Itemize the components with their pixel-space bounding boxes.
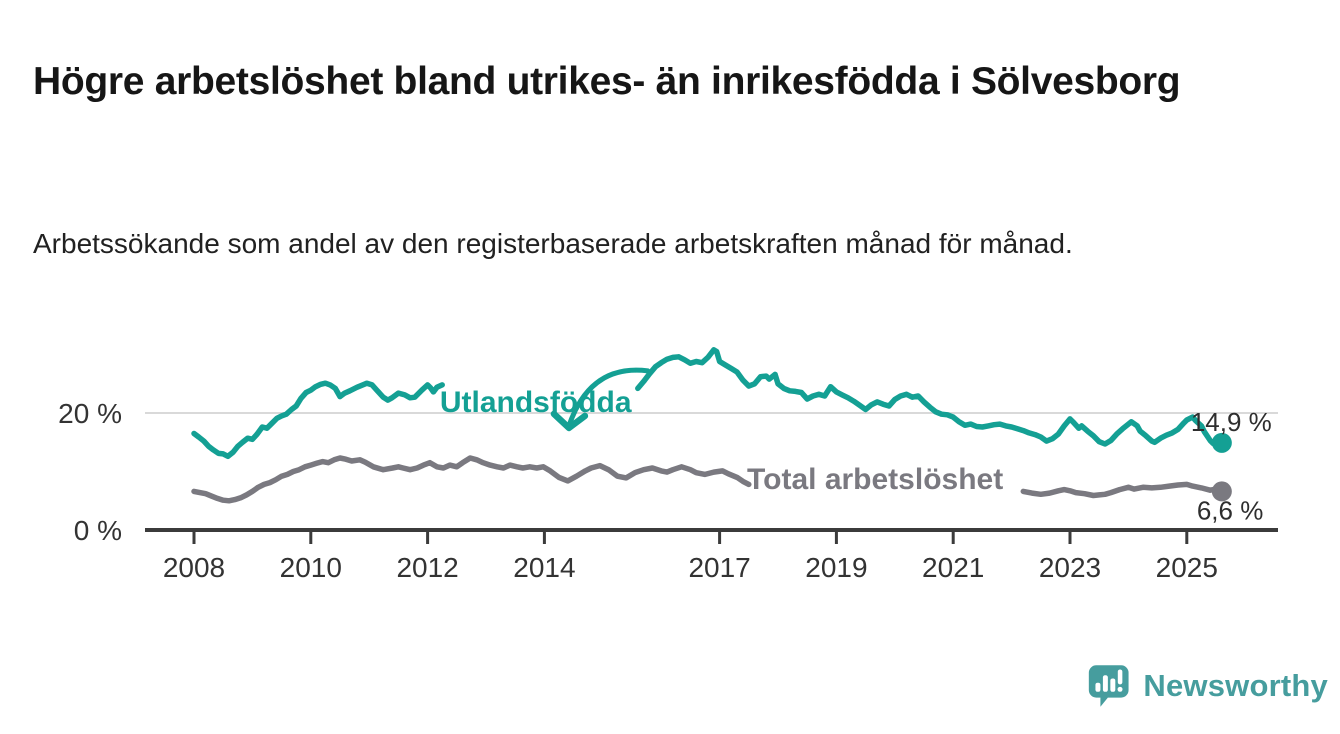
x-tick-label-2019: 2019	[805, 552, 867, 583]
x-tick-label-2021: 2021	[922, 552, 984, 583]
utlandsfodda-label-arrow	[566, 367, 651, 429]
y-axis-label-20: 20 %	[58, 398, 122, 429]
brand-name: Newsworthy	[1143, 668, 1328, 703]
x-tick-label-2012: 2012	[396, 552, 458, 583]
total-arbetsloshet-line-segment-1	[191, 455, 752, 504]
total-arbetsloshet-end-value-label: 6,6 %	[1197, 495, 1264, 525]
total-arbetsloshet-series-label: Total arbetslöshet	[747, 463, 1003, 496]
y-axis-label-0: 0 %	[74, 515, 122, 546]
newsworthy-speech-bubble-chart-icon	[1088, 665, 1129, 707]
x-tick-label-2008: 2008	[163, 552, 225, 583]
newsworthy-brand: Newsworthy	[1088, 656, 1328, 716]
page-subtitle: Arbetssökande som andel av den registerb…	[33, 228, 1073, 259]
x-tick-label-2014: 2014	[513, 552, 575, 583]
x-tick-label-2017: 2017	[688, 552, 750, 583]
utlandsfodda-end-dot	[1211, 432, 1232, 453]
utlandsfodda-line-segment-1	[191, 380, 445, 460]
utlandsfodda-line-segment-2	[635, 347, 1225, 447]
x-tick-label-2010: 2010	[280, 552, 342, 583]
total-arbetsloshet-line-segment-2	[1020, 481, 1225, 499]
utlandsfodda-label-arrowhead	[550, 410, 589, 432]
utlandsfodda-series-label: Utlandsfödda	[440, 386, 632, 419]
utlandsfodda-end-value-label: 14,9 %	[1191, 407, 1272, 437]
x-tick-label-2025: 2025	[1156, 552, 1218, 583]
x-tick-label-2023: 2023	[1039, 552, 1101, 583]
total-arbetsloshet-end-dot	[1211, 481, 1232, 502]
page-title: Högre arbetslöshet bland utrikes- än inr…	[33, 60, 1181, 104]
